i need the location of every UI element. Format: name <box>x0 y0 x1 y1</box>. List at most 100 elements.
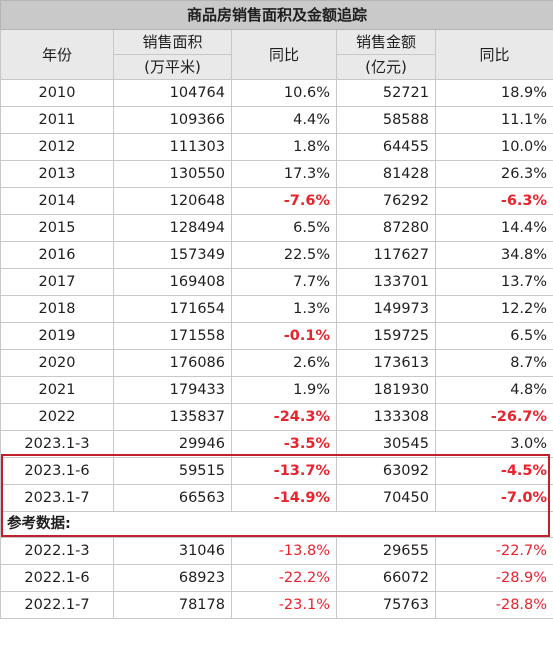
table-row: 2013 130550 17.3% 81428 26.3% <box>0 160 553 188</box>
area-cell: 111303 <box>113 133 232 161</box>
amount-yoy-cell: 3.0% <box>434 430 553 458</box>
area-cell: 109366 <box>113 106 232 134</box>
amount-cell: 76292 <box>336 187 436 215</box>
area-yoy-cell: -14.9% <box>231 484 337 512</box>
area-yoy-cell: 17.3% <box>231 160 337 188</box>
area-cell: 104764 <box>113 79 232 107</box>
area-yoy-cell: 6.5% <box>231 214 337 242</box>
area-cell: 157349 <box>113 241 232 269</box>
table-row: 2023.1-3 29946 -3.5% 30545 3.0% <box>0 430 553 458</box>
table-row: 2019 171558 -0.1% 159725 6.5% <box>0 322 553 350</box>
table-title-row: 商品房销售面积及金额追踪 <box>0 0 553 30</box>
amount-yoy-cell: 10.0% <box>434 133 553 161</box>
table-row: 2016 157349 22.5% 117627 34.8% <box>0 241 553 269</box>
area-cell: 179433 <box>113 376 232 404</box>
year-cell: 2020 <box>0 349 114 377</box>
year-cell: 2017 <box>0 268 114 296</box>
year-cell: 2023.1-6 <box>0 457 114 485</box>
table-row: 2018 171654 1.3% 149973 12.2% <box>0 295 553 323</box>
area-yoy-cell: -7.6% <box>231 187 337 215</box>
header-area-yoy: 同比 <box>231 29 337 80</box>
year-cell: 2023.1-3 <box>0 430 114 458</box>
area-cell: 169408 <box>113 268 232 296</box>
amount-cell: 70450 <box>336 484 436 512</box>
amount-yoy-cell: -28.8% <box>434 591 553 619</box>
amount-cell: 75763 <box>336 591 436 619</box>
year-cell: 2011 <box>0 106 114 134</box>
area-yoy-cell: 1.9% <box>231 376 337 404</box>
area-cell: 130550 <box>113 160 232 188</box>
amount-cell: 66072 <box>336 564 436 592</box>
year-cell: 2023.1-7 <box>0 484 114 512</box>
year-cell: 2022.1-7 <box>0 591 114 619</box>
amount-yoy-cell: 18.9% <box>434 79 553 107</box>
area-cell: 31046 <box>113 537 232 565</box>
amount-cell: 52721 <box>336 79 436 107</box>
area-yoy-cell: -24.3% <box>231 403 337 431</box>
year-cell: 2021 <box>0 376 114 404</box>
table-title: 商品房销售面积及金额追踪 <box>0 0 553 30</box>
amount-yoy-cell: 13.7% <box>434 268 553 296</box>
year-cell: 2019 <box>0 322 114 350</box>
amount-yoy-cell: -6.3% <box>434 187 553 215</box>
year-cell: 2015 <box>0 214 114 242</box>
table-row: 2022.1-3 31046 -13.8% 29655 -22.7% <box>0 537 553 565</box>
amount-yoy-cell: 4.8% <box>434 376 553 404</box>
amount-yoy-cell: -7.0% <box>434 484 553 512</box>
reference-label-row: 参考数据: <box>0 511 553 538</box>
sales-tracking-table: 商品房销售面积及金额追踪 年份 销售面积 同比 销售金额 同比 (万平米) (亿… <box>0 0 553 619</box>
area-yoy-cell: 4.4% <box>231 106 337 134</box>
year-cell: 2010 <box>0 79 114 107</box>
header-year: 年份 <box>0 29 114 80</box>
amount-yoy-cell: -4.5% <box>434 457 553 485</box>
amount-cell: 133308 <box>336 403 436 431</box>
amount-cell: 181930 <box>336 376 436 404</box>
header-row-2: (万平米) (亿元) <box>1 54 553 80</box>
amount-cell: 58588 <box>336 106 436 134</box>
header-amount-yoy: 同比 <box>434 29 553 80</box>
amount-cell: 159725 <box>336 322 436 350</box>
year-cell: 2022.1-6 <box>0 564 114 592</box>
amount-cell: 117627 <box>336 241 436 269</box>
year-cell: 2013 <box>0 160 114 188</box>
area-cell: 68923 <box>113 564 232 592</box>
area-cell: 135837 <box>113 403 232 431</box>
area-cell: 59515 <box>113 457 232 485</box>
amount-cell: 63092 <box>336 457 436 485</box>
area-yoy-cell: 22.5% <box>231 241 337 269</box>
table-row: 2022.1-7 78178 -23.1% 75763 -28.8% <box>0 591 553 619</box>
table-row: 2011 109366 4.4% 58588 11.1% <box>0 106 553 134</box>
header-amount-line2: (亿元) <box>336 54 436 80</box>
amount-cell: 173613 <box>336 349 436 377</box>
header-row-1: 年份 销售面积 同比 销售金额 同比 <box>0 29 553 80</box>
year-cell: 2012 <box>0 133 114 161</box>
header-area-line1: 销售面积 <box>113 29 232 55</box>
amount-yoy-cell: 11.1% <box>434 106 553 134</box>
amount-yoy-cell: 34.8% <box>434 241 553 269</box>
header-amount-line1: 销售金额 <box>336 29 436 55</box>
area-cell: 29946 <box>113 430 232 458</box>
area-yoy-cell: 1.8% <box>231 133 337 161</box>
amount-yoy-cell: 8.7% <box>434 349 553 377</box>
year-cell: 2022.1-3 <box>0 537 114 565</box>
area-yoy-cell: 7.7% <box>231 268 337 296</box>
reference-label: 参考数据: <box>0 511 553 538</box>
area-cell: 171558 <box>113 322 232 350</box>
table-row: 2022 135837 -24.3% 133308 -26.7% <box>0 403 553 431</box>
amount-cell: 133701 <box>336 268 436 296</box>
table-row: 2012 111303 1.8% 64455 10.0% <box>0 133 553 161</box>
year-cell: 2016 <box>0 241 114 269</box>
table-row: 2014 120648 -7.6% 76292 -6.3% <box>0 187 553 215</box>
area-yoy-cell: -0.1% <box>231 322 337 350</box>
amount-cell: 87280 <box>336 214 436 242</box>
area-yoy-cell: 2.6% <box>231 349 337 377</box>
amount-yoy-cell: 12.2% <box>434 295 553 323</box>
table-row: 2023.1-7 66563 -14.9% 70450 -7.0% <box>0 484 553 512</box>
area-yoy-cell: 10.6% <box>231 79 337 107</box>
table-row: 2020 176086 2.6% 173613 8.7% <box>0 349 553 377</box>
area-yoy-cell: -22.2% <box>231 564 337 592</box>
table-row: 2021 179433 1.9% 181930 4.8% <box>0 376 553 404</box>
year-cell: 2022 <box>0 403 114 431</box>
header-area-line2: (万平米) <box>113 54 232 80</box>
